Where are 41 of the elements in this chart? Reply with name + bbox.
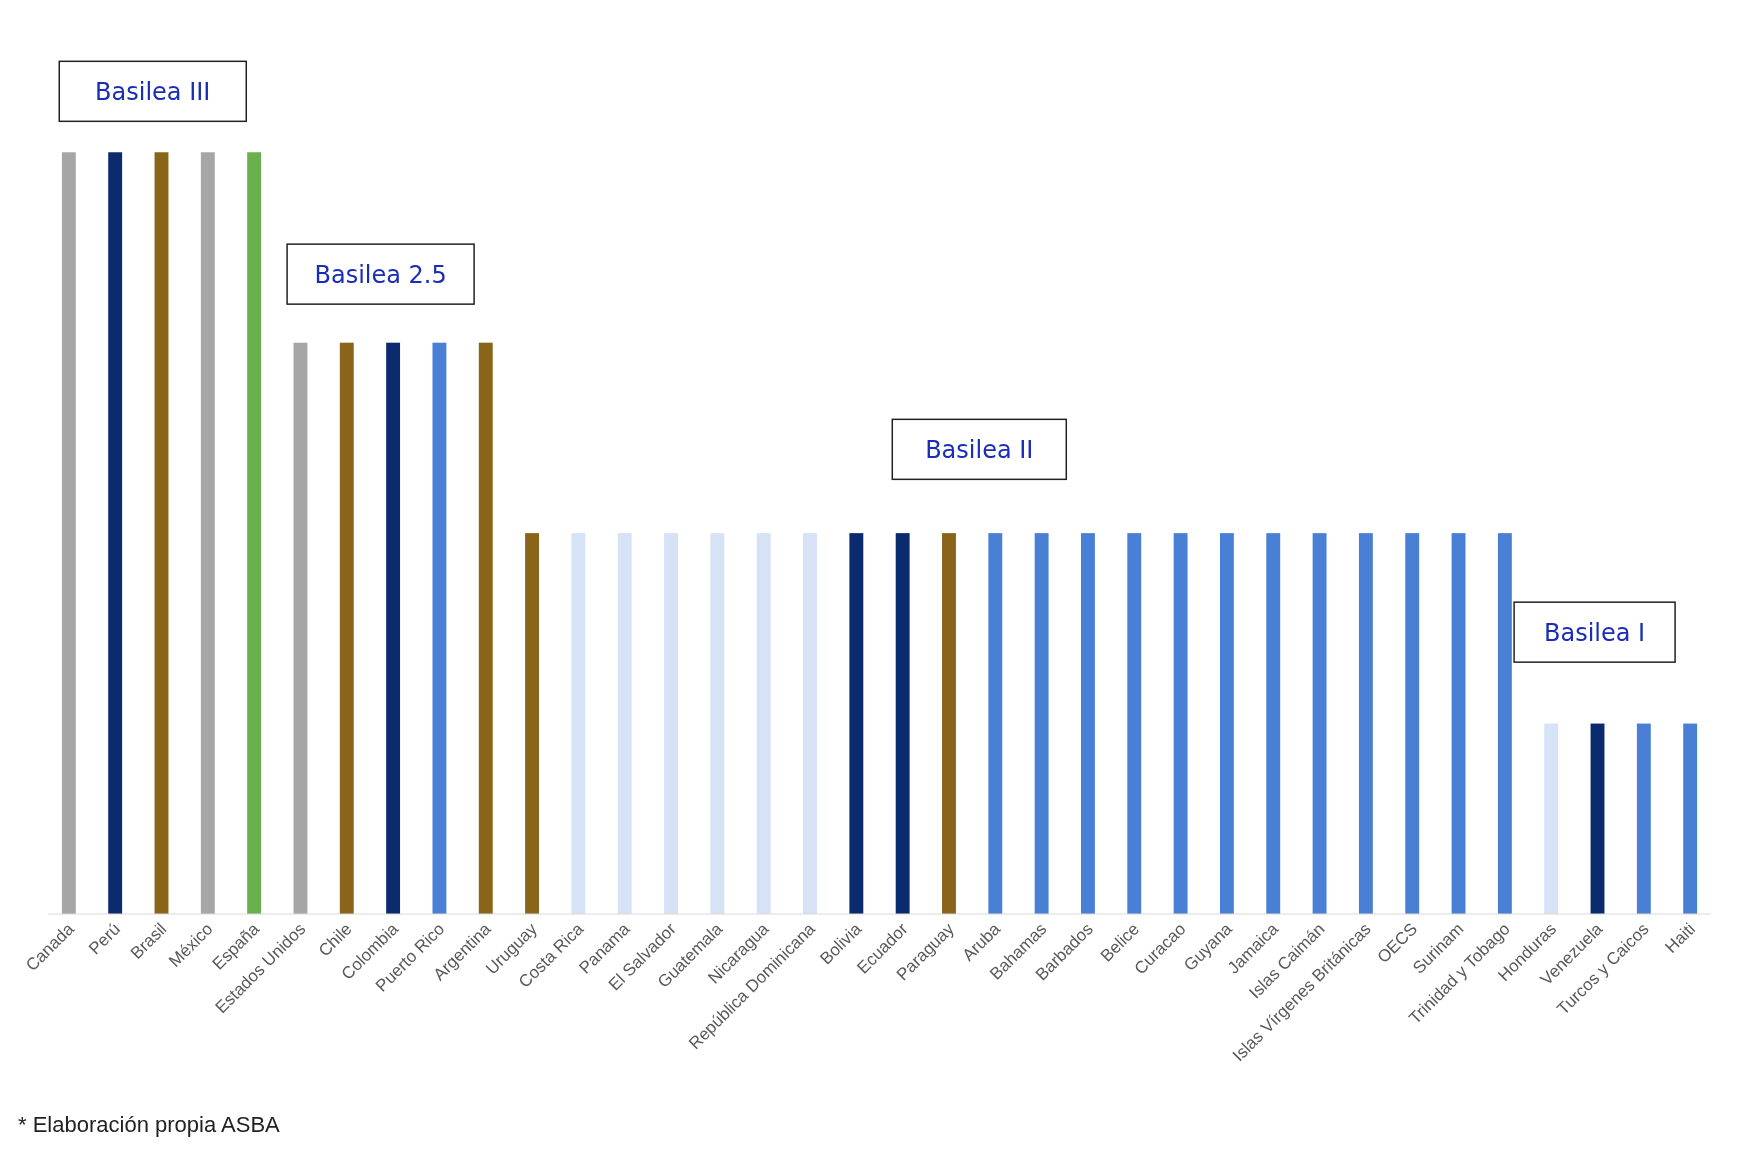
bar: [525, 533, 540, 914]
annotation: Basilea 2.5: [314, 261, 447, 290]
bar: [1219, 533, 1234, 914]
bar: [988, 533, 1003, 914]
bar: [571, 533, 586, 914]
bar: [293, 342, 308, 914]
bar: [710, 533, 725, 914]
bar: [108, 152, 123, 914]
bar: [200, 152, 215, 914]
bar: [1173, 533, 1188, 914]
bar: [386, 342, 401, 914]
bar: [478, 342, 493, 914]
bar: [1683, 723, 1698, 914]
bar: [617, 533, 632, 914]
bar: [1127, 533, 1142, 914]
annotation: Basilea II: [925, 436, 1034, 465]
bar: [1358, 533, 1373, 914]
text: * Elaboración propia ASBA: [18, 1112, 281, 1137]
bar: [895, 533, 910, 914]
bar: [154, 152, 169, 914]
bar: [1497, 533, 1512, 914]
bar: [247, 152, 262, 914]
bar: [339, 342, 354, 914]
bar: [664, 533, 678, 914]
bar: [756, 533, 771, 914]
bar: [1544, 723, 1559, 914]
bar: [1636, 723, 1651, 914]
bar: [803, 533, 817, 914]
bar: [1266, 533, 1281, 914]
bar: [1590, 723, 1605, 914]
bar: [1405, 533, 1420, 914]
bar: [942, 533, 956, 914]
bar: [1034, 533, 1049, 914]
text: Basilea III: [95, 78, 211, 107]
bar: [61, 152, 76, 914]
annotation: Basilea I: [1543, 619, 1646, 648]
bar: [849, 533, 864, 914]
bar: [1312, 533, 1327, 914]
bar: [1081, 533, 1095, 914]
bar: [432, 342, 447, 914]
bar: [1451, 533, 1466, 914]
